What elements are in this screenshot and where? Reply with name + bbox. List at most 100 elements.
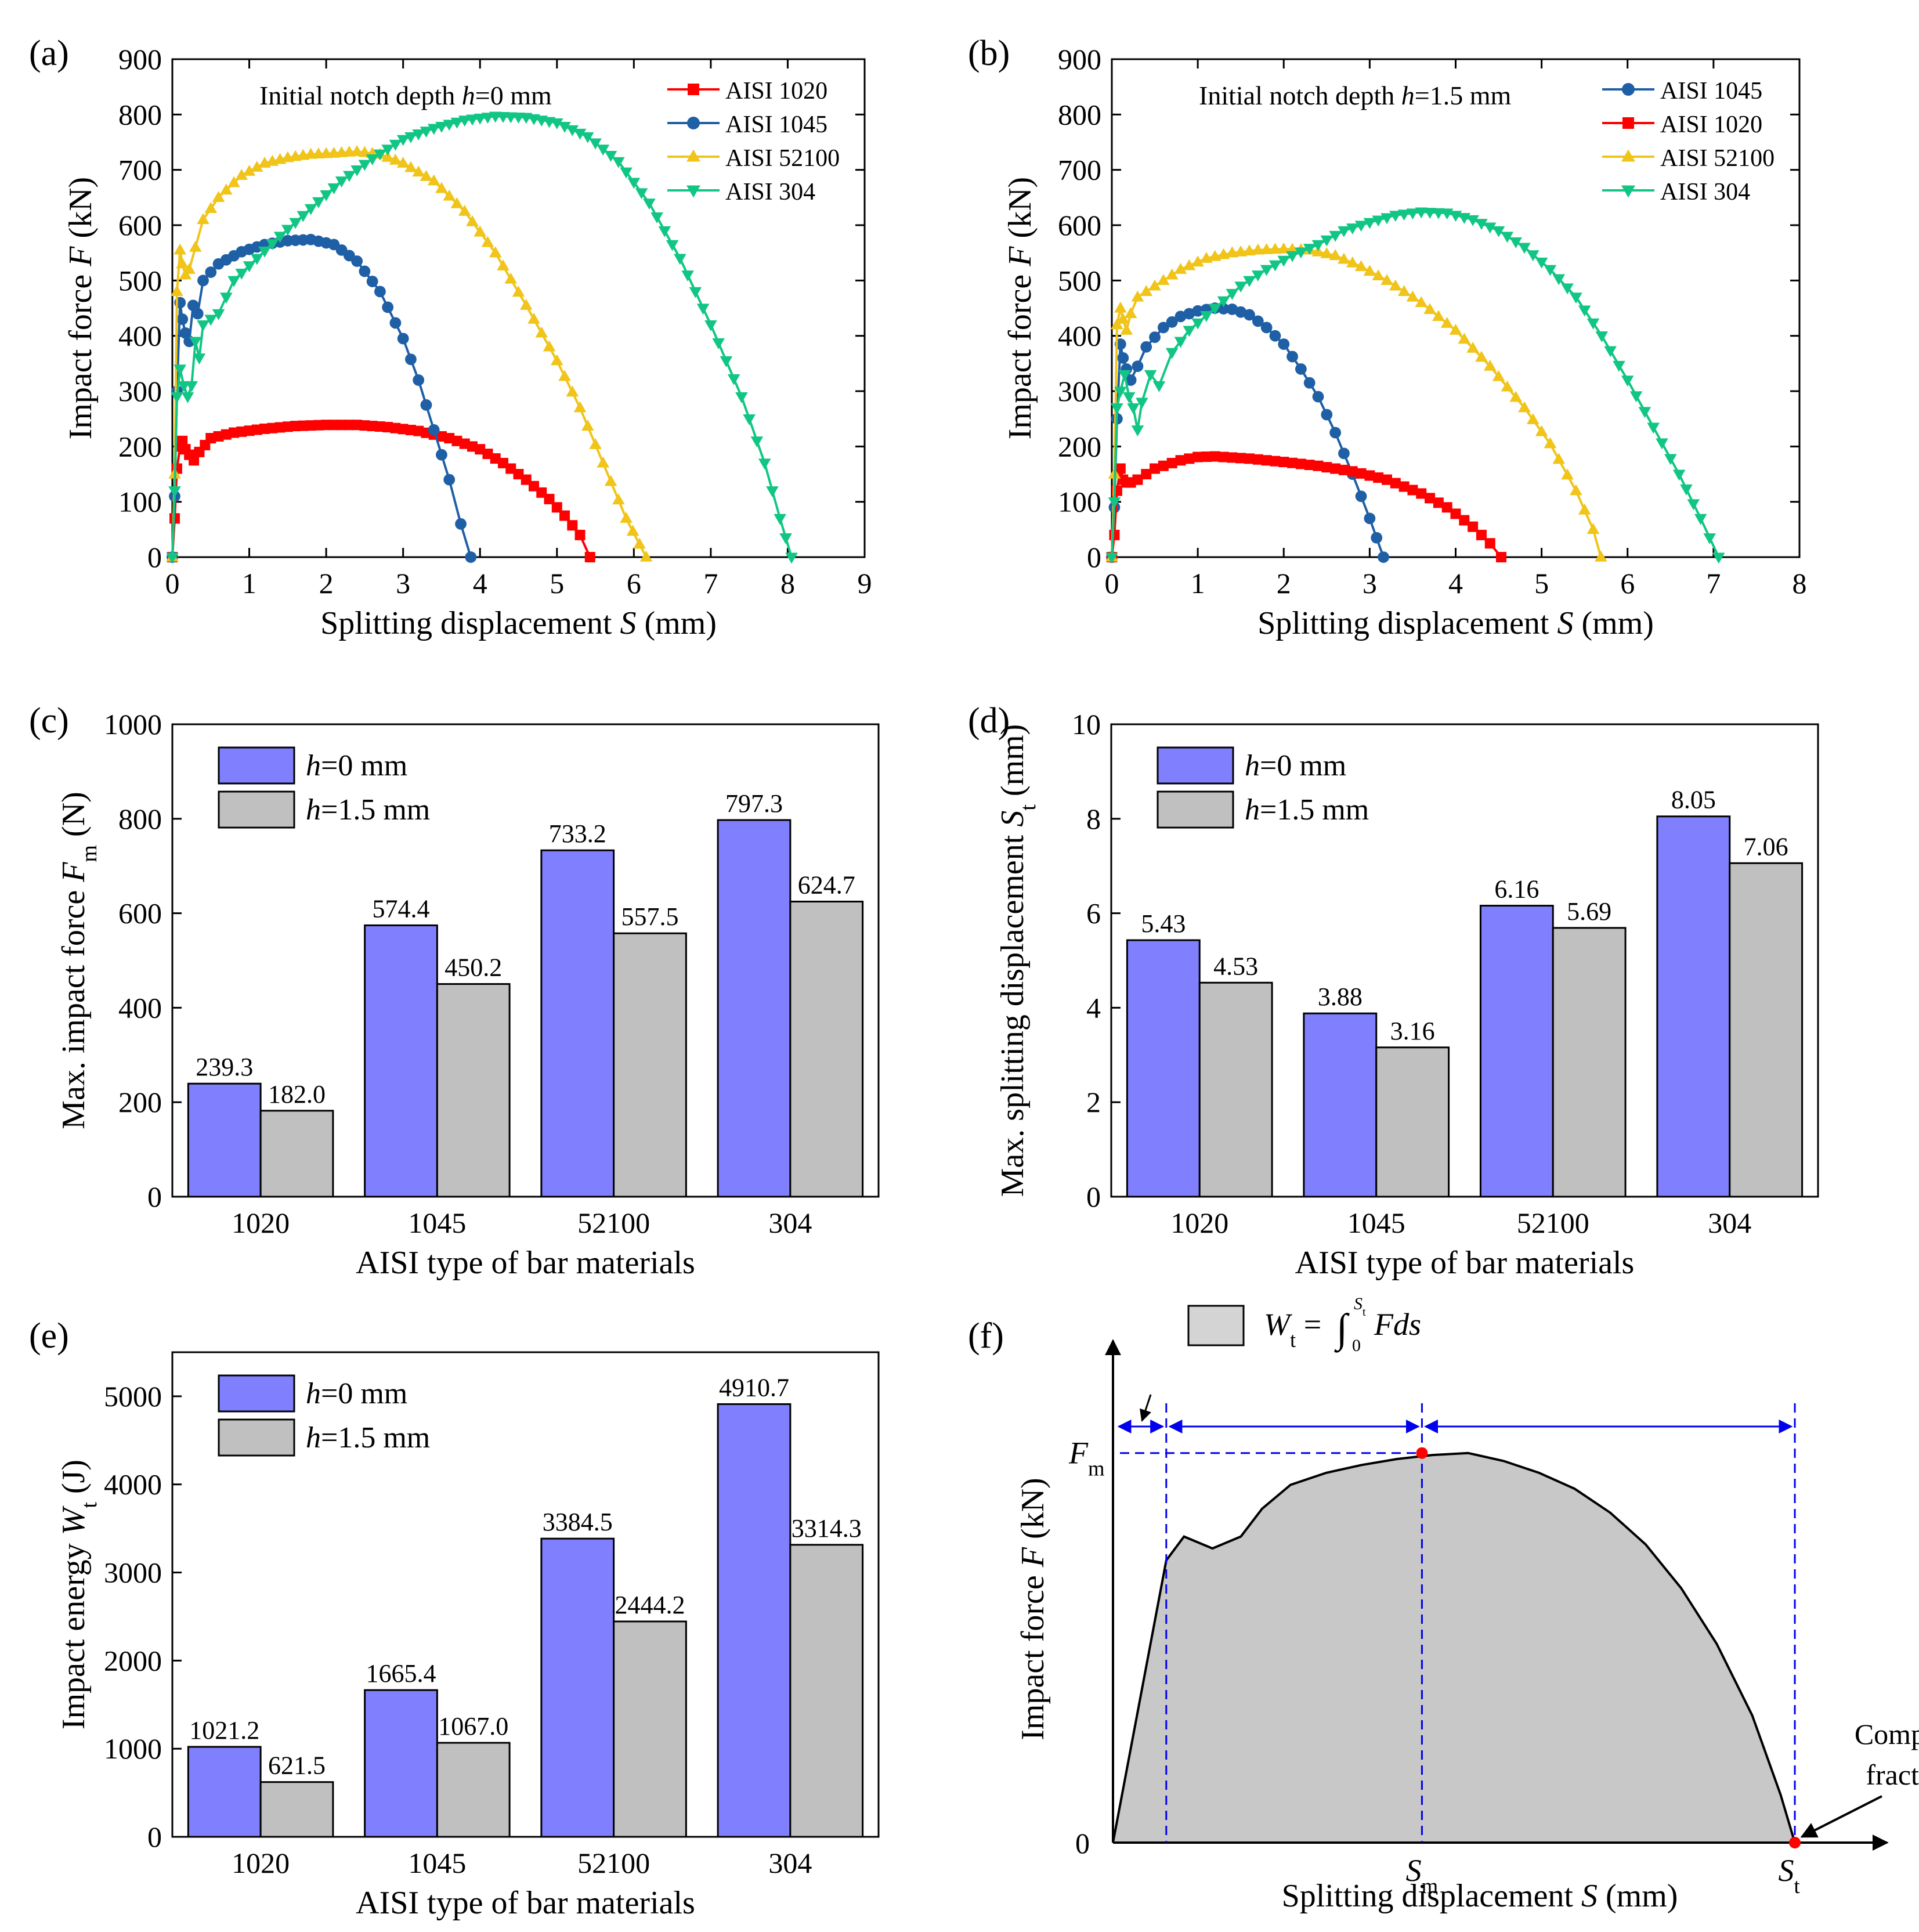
legend-swatch — [218, 1374, 295, 1413]
data-point — [1440, 316, 1454, 328]
data-point — [455, 518, 467, 530]
data-point — [1131, 290, 1144, 302]
legend-marker — [686, 149, 700, 162]
data-point — [639, 550, 653, 562]
data-point — [1552, 453, 1566, 464]
data-point — [589, 438, 602, 449]
bar — [613, 932, 687, 1198]
data-point — [413, 374, 425, 386]
data-point — [1433, 497, 1444, 508]
data-point — [185, 381, 198, 392]
y-axis-label: Max. splitting displacement St (mm) — [995, 724, 1040, 1197]
bar-value-label: 3.88 — [1318, 983, 1363, 1011]
y-tick-label: 4 — [1086, 991, 1101, 1024]
series-line — [1111, 306, 1385, 558]
legend-marker — [688, 84, 699, 95]
panel-e-bar-chart: 0 1000 2000 3000 4000 5000 1020 1021.2 621.5 1045… — [56, 1351, 880, 1921]
x-tick-label: 1045 — [408, 1847, 466, 1879]
bar — [259, 1781, 334, 1838]
data-point — [1261, 455, 1272, 466]
bar — [1198, 981, 1273, 1198]
bar — [613, 1620, 687, 1838]
bar — [364, 924, 438, 1198]
data-point — [535, 326, 548, 338]
bar-value-label: 6.16 — [1494, 875, 1539, 904]
data-point — [405, 353, 417, 366]
bar — [789, 1544, 864, 1838]
annotation-text: Initial notch depth h=0 mm — [259, 81, 552, 110]
data-point — [381, 145, 394, 156]
data-point — [1278, 457, 1289, 468]
data-point — [1200, 311, 1213, 322]
data-point — [567, 520, 578, 531]
data-point — [1363, 218, 1376, 229]
data-point — [1518, 401, 1531, 413]
data-point — [183, 263, 196, 274]
data-point — [1425, 493, 1436, 504]
data-point — [1132, 360, 1144, 372]
y-tick-label: 100 — [118, 486, 162, 518]
y-tick-label: 600 — [118, 209, 162, 241]
data-point — [1158, 460, 1169, 471]
bar-value-label: 1665.4 — [366, 1659, 436, 1688]
data-point — [584, 552, 595, 562]
y-tick-label: 0 — [1087, 541, 1101, 573]
data-point — [1561, 283, 1574, 295]
y-tick-label: 500 — [118, 264, 162, 297]
y-tick-label: 2000 — [104, 1644, 162, 1677]
data-point — [191, 308, 204, 320]
data-point — [550, 354, 563, 366]
data-point — [1166, 457, 1177, 468]
data-point — [1527, 250, 1539, 262]
data-point — [235, 268, 248, 280]
x-tick-label: 2 — [1277, 567, 1291, 600]
data-point — [1346, 223, 1359, 235]
data-point — [573, 128, 587, 140]
data-point — [281, 225, 294, 236]
data-point — [1346, 256, 1359, 268]
data-point — [1621, 375, 1634, 387]
panel-label: (f) — [968, 1316, 1004, 1356]
data-point — [1270, 456, 1281, 467]
legend-label: h=1.5 mm — [306, 1421, 430, 1454]
y-tick-label: 1000 — [104, 1732, 162, 1765]
data-point — [420, 169, 433, 181]
x-tick-label: 4 — [1448, 567, 1463, 600]
data-point — [696, 304, 710, 315]
data-point — [1586, 523, 1600, 534]
y-axis-label: Impact energy Wt (J) — [56, 1460, 102, 1729]
legend-marker — [1621, 149, 1635, 162]
fracture-arrow — [1800, 1795, 1882, 1838]
data-point — [1149, 331, 1161, 343]
data-point — [227, 176, 240, 187]
x-tick-label: 0 — [165, 567, 180, 600]
bar-value-label: 557.5 — [621, 902, 678, 931]
x-axis-label: Splitting displacement S (mm) — [1282, 1878, 1678, 1914]
data-point — [197, 213, 209, 225]
bar-value-label: 8.05 — [1671, 786, 1716, 814]
data-point — [543, 340, 556, 352]
data-point — [1638, 407, 1651, 418]
data-point — [1295, 458, 1306, 470]
legend-swatch — [1187, 1305, 1245, 1346]
data-point — [1330, 463, 1341, 474]
data-point — [581, 420, 594, 431]
data-point — [1252, 243, 1264, 255]
series-aisi-1045 — [167, 233, 477, 563]
data-point — [1217, 303, 1230, 315]
data-point — [551, 502, 562, 513]
plot-frame — [171, 723, 880, 1198]
data-point — [1125, 374, 1137, 386]
data-point — [205, 266, 217, 278]
x-tick-label: 1045 — [408, 1207, 466, 1239]
integral-sign: ∫ — [1334, 1306, 1350, 1353]
data-point — [1354, 260, 1368, 272]
data-point — [1373, 472, 1384, 483]
data-point — [1466, 215, 1479, 226]
data-point — [604, 475, 617, 486]
data-point — [1656, 438, 1668, 450]
x-tick-label: 3 — [396, 567, 410, 600]
data-point — [443, 474, 456, 486]
y-tick-label: 6 — [1086, 897, 1101, 930]
data-point — [235, 168, 248, 180]
